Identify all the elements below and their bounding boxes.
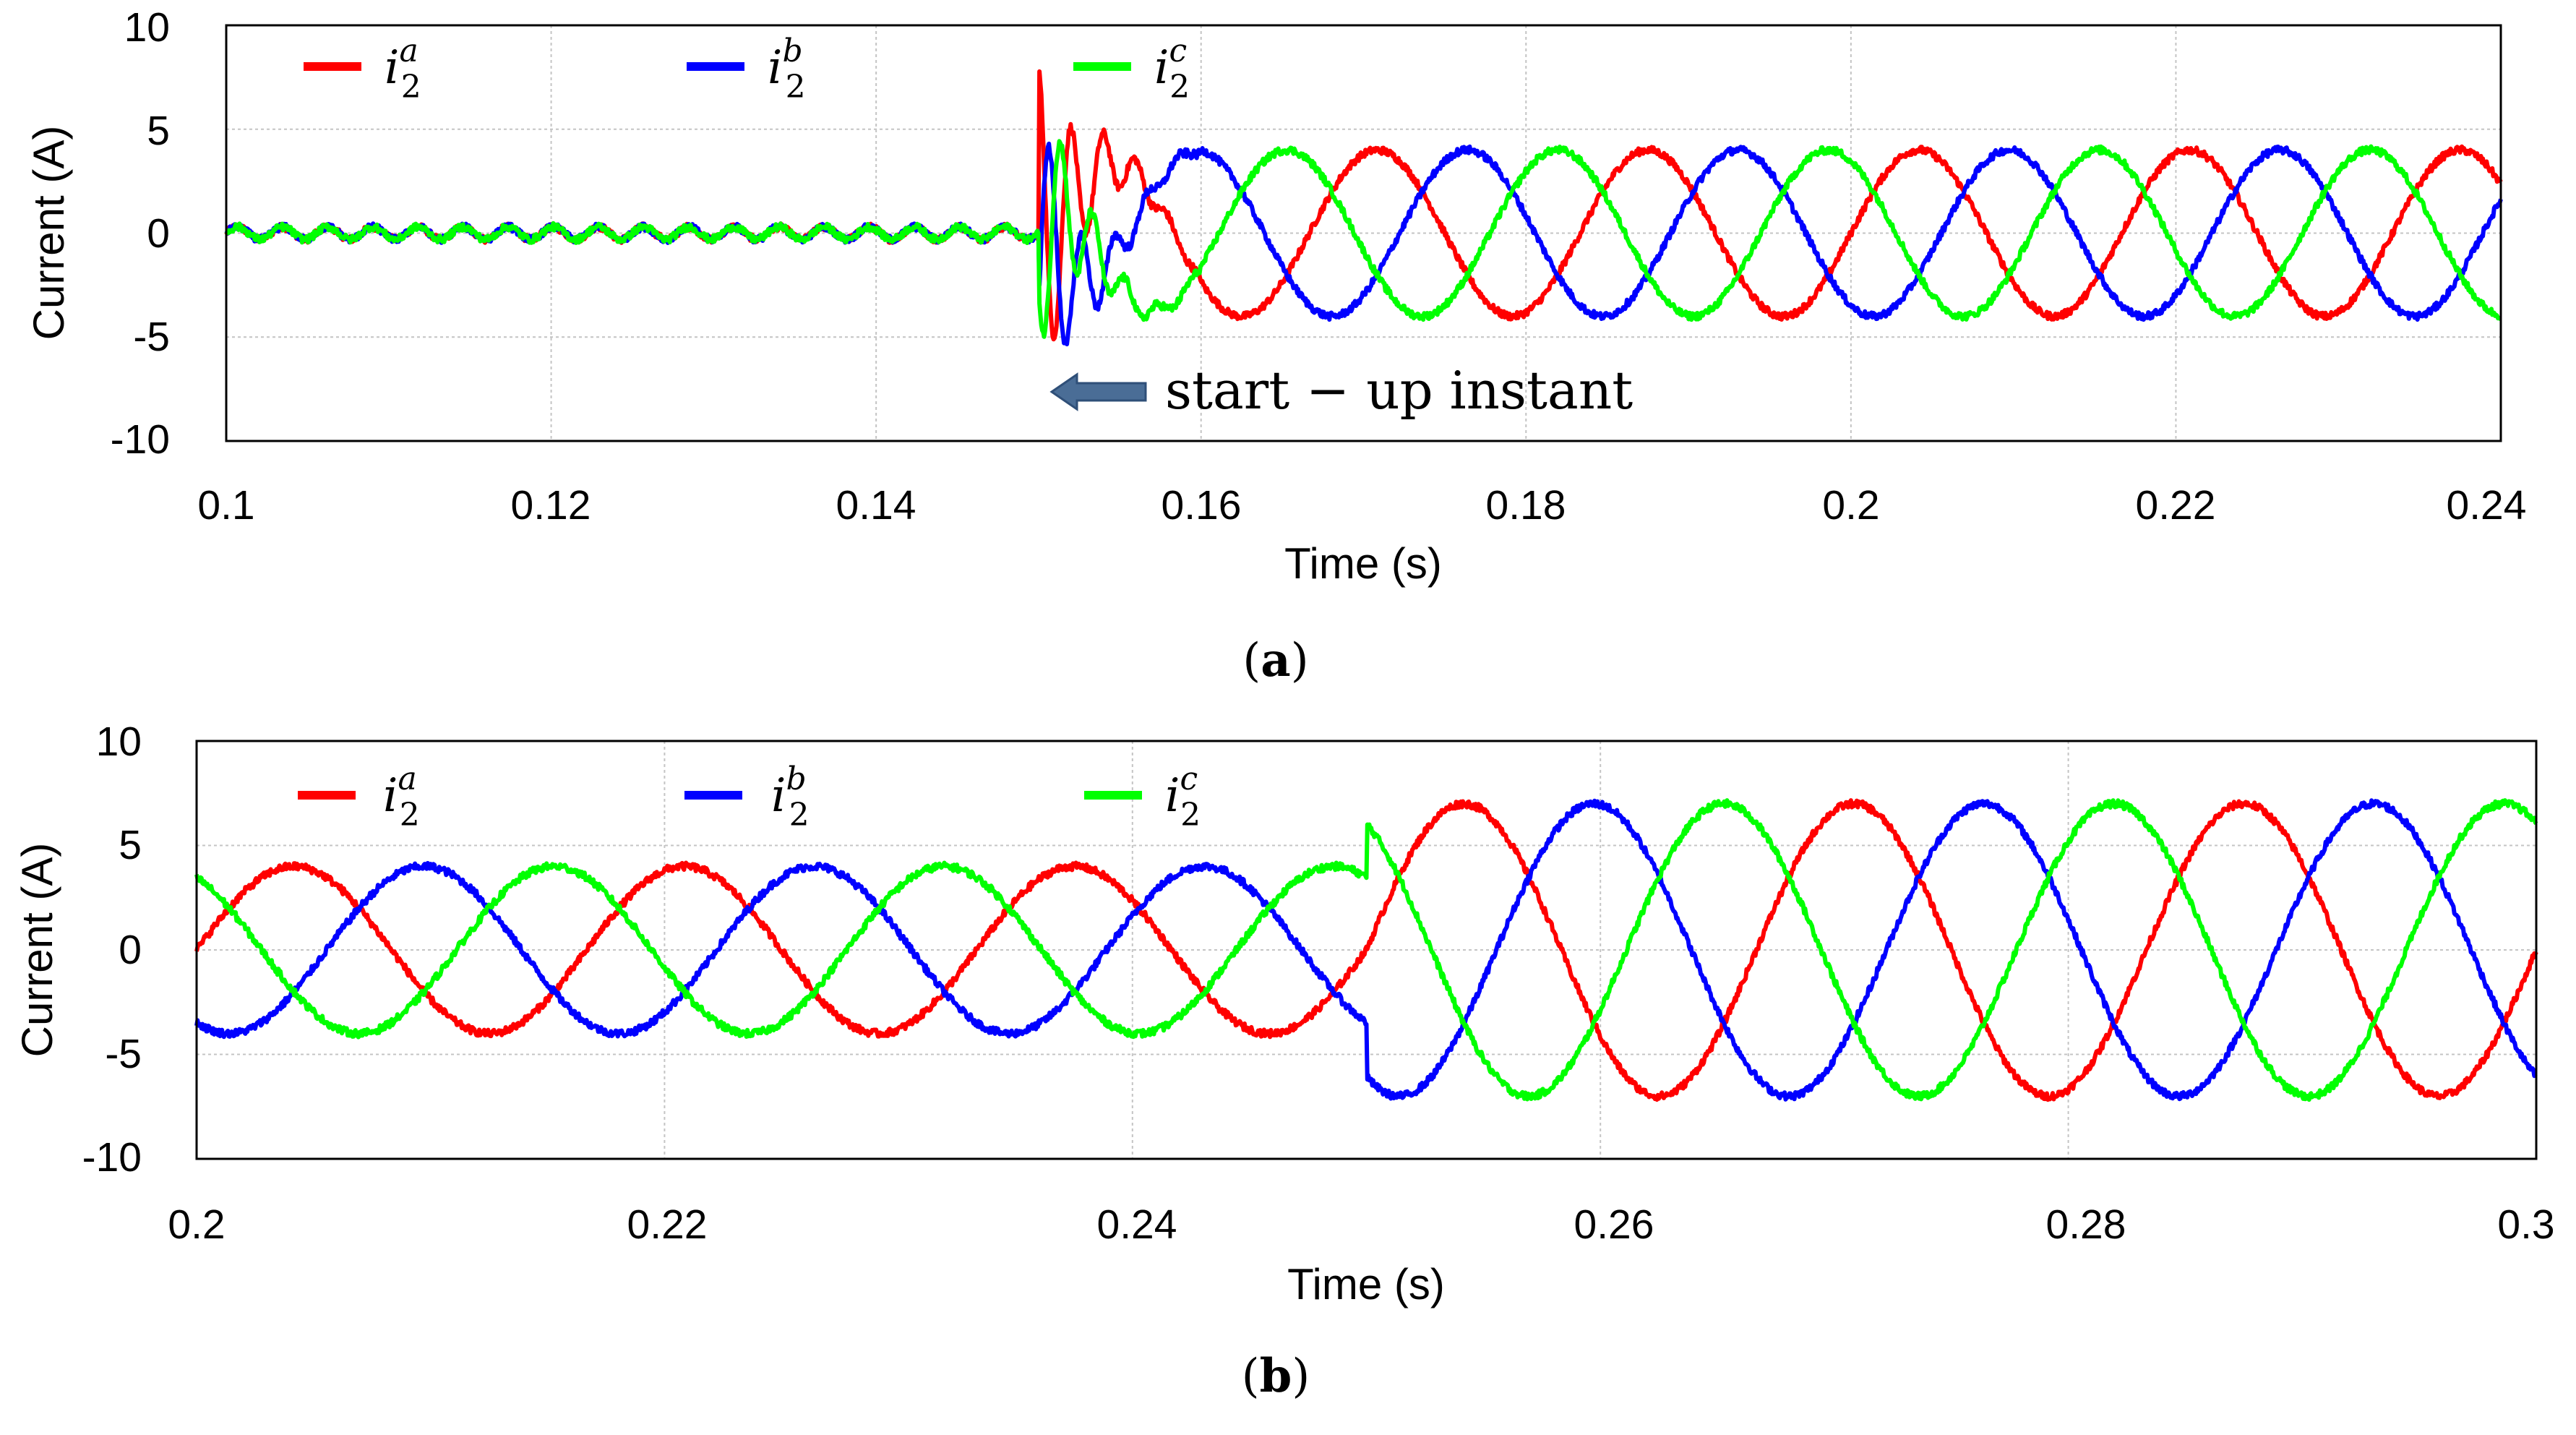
chart-panel-a: 10 5 0 -5 -10 0.1 0.12 0.14 0.16 0.18 0.…	[25, 4, 2526, 687]
x-tick-label: 0.18	[1486, 482, 1566, 528]
legend-entry-i2a: ia 2	[298, 761, 420, 834]
x-tick-label: 0.16	[1162, 482, 1242, 528]
x-tick-label: 0.24	[1097, 1201, 1177, 1248]
y-axis-label-a: Current (A)	[25, 126, 73, 340]
legend-label-i2b: ib 2	[771, 761, 810, 834]
series-line-i2b	[194, 798, 2538, 1102]
series-group-a	[224, 69, 2503, 347]
y-tick-label: -10	[111, 416, 170, 463]
legend-entry-i2a: ia 2	[304, 33, 421, 106]
y-tick-label: 10	[96, 719, 142, 765]
x-axis-label-a: Time (s)	[1284, 539, 1442, 588]
legend-entry-i2b: ib 2	[684, 761, 810, 834]
y-tick-labels-a: 10 5 0 -5 -10	[111, 4, 170, 463]
y-tick-label: 10	[124, 4, 170, 51]
legend-label-i2c: ic 2	[1154, 33, 1190, 106]
x-tick-label: 0.2	[168, 1201, 225, 1248]
series-line-i2a	[194, 798, 2538, 1102]
x-tick-labels-b: 0.2 0.22 0.24 0.26 0.28 0.3	[168, 1201, 2554, 1248]
x-tick-label: 0.12	[511, 482, 591, 528]
x-tick-label: 0.24	[2447, 482, 2527, 528]
startup-annotation: start − up instant	[1049, 360, 1633, 421]
legend-label-i2a: ia 2	[383, 761, 420, 834]
y-axis-label-b: Current (A)	[13, 843, 61, 1058]
x-tick-label: 0.14	[836, 482, 916, 528]
x-axis-label-b: Time (s)	[1287, 1260, 1445, 1308]
series-line-i2c	[194, 798, 2538, 1102]
x-tick-labels-a: 0.1 0.12 0.14 0.16 0.18 0.2 0.22 0.24	[197, 482, 2526, 528]
x-tick-label: 0.3	[2497, 1201, 2554, 1248]
series-line-i2c	[224, 139, 2502, 339]
left-arrow-icon	[1049, 372, 1147, 411]
chart-panel-b: 10 5 0 -5 -10 0.2 0.22 0.24 0.26 0.28 0.…	[13, 719, 2555, 1403]
y-tick-label: -5	[105, 1031, 142, 1077]
y-tick-label: 0	[147, 210, 170, 257]
y-tick-label: -10	[82, 1134, 142, 1181]
plot-frame-b	[195, 740, 2538, 1160]
y-tick-label: 5	[119, 822, 142, 868]
legend-entry-i2c: ic 2	[1073, 33, 1190, 106]
plot-frame-a	[225, 24, 2502, 442]
x-tick-label: 0.26	[1574, 1201, 1654, 1248]
legend-label-i2c: ic 2	[1165, 761, 1201, 834]
legend-label-i2b: ib 2	[768, 33, 806, 106]
legend-label-i2a: ia 2	[385, 33, 421, 106]
legend-b: ia 2 ib 2 ic 2	[298, 761, 1201, 834]
caption-b: (b)	[1242, 1349, 1310, 1403]
y-tick-labels-b: 10 5 0 -5 -10	[82, 719, 142, 1181]
x-tick-label: 0.2	[1822, 482, 1879, 528]
x-tick-label: 0.22	[627, 1201, 708, 1248]
series-group-b	[194, 798, 2538, 1102]
x-tick-label: 0.1	[197, 482, 254, 528]
y-tick-label: 5	[147, 108, 170, 154]
x-tick-label: 0.28	[2046, 1201, 2126, 1248]
legend-entry-i2b: ib 2	[687, 33, 806, 106]
annotation-text: start − up instant	[1165, 360, 1633, 421]
y-tick-label: 0	[119, 927, 142, 973]
series-line-i2a	[224, 69, 2503, 342]
legend-entry-i2c: ic 2	[1084, 761, 1201, 834]
y-tick-label: -5	[133, 314, 170, 360]
legend-a: ia 2 ib 2 ic 2	[304, 33, 1190, 106]
caption-a: (a)	[1242, 633, 1308, 687]
x-tick-label: 0.22	[2136, 482, 2216, 528]
